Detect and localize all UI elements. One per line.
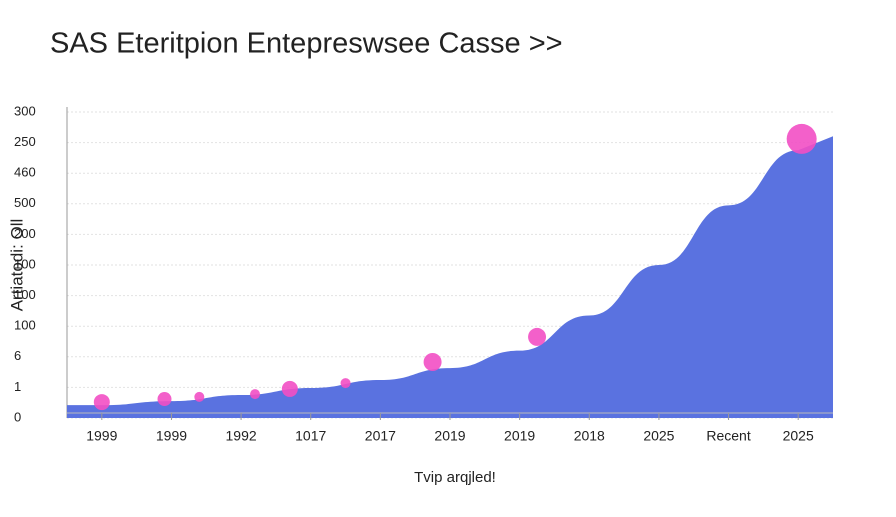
bubble: [93, 394, 110, 411]
x-tick-label: 2018: [574, 428, 605, 444]
x-tick-label: 2019: [504, 428, 535, 444]
y-tick-label: 100: [14, 287, 36, 302]
y-tick-label: 6: [14, 348, 21, 363]
y-tick-label: 100: [14, 256, 36, 271]
chart-title: SAS Eteritpion Entepreswsee Casse >>: [50, 28, 563, 60]
y-axis-label: Artiatodi: Oll: [7, 219, 26, 312]
bubble: [340, 378, 351, 389]
y-tick-label: 200: [14, 226, 36, 241]
x-tick-label: 1999: [86, 428, 117, 444]
x-tick-label: Recent: [706, 428, 750, 444]
bubble: [423, 353, 442, 372]
x-tick-label: 1992: [226, 428, 257, 444]
x-tick-label: 2019: [434, 428, 465, 444]
y-tick-label: 460: [14, 165, 36, 180]
bubble: [194, 391, 205, 402]
bubble: [786, 123, 817, 154]
y-tick-label: 1: [14, 379, 21, 394]
area: [67, 136, 833, 418]
x-axis-label: Tvip arqjled!: [414, 469, 496, 486]
y-tick-label: 500: [14, 195, 36, 210]
y-tick-label: 300: [14, 103, 36, 118]
x-tick-label: 1017: [295, 428, 326, 444]
bubble: [157, 392, 172, 407]
x-tick-label: 2017: [365, 428, 396, 444]
y-tick-label: 0: [14, 409, 21, 424]
bubble: [281, 380, 298, 397]
y-tick-label: 100: [14, 318, 36, 333]
x-tick-label: 2025: [783, 428, 814, 444]
bubble: [250, 389, 261, 400]
y-tick-label: 250: [14, 134, 36, 149]
bubble: [528, 327, 547, 346]
x-tick-label: 1999: [156, 428, 187, 444]
x-tick-label: 2025: [643, 428, 674, 444]
